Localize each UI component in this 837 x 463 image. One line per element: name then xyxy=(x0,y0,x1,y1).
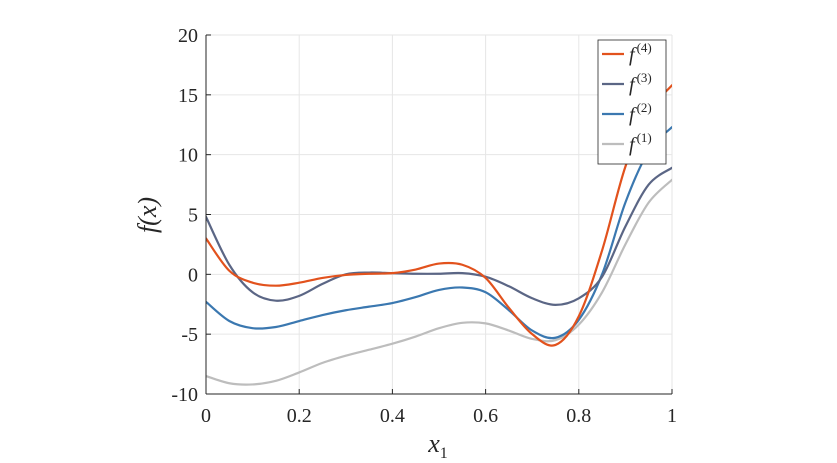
y-tick-label: -5 xyxy=(181,324,198,346)
series-line-1 xyxy=(206,178,672,386)
series-layer xyxy=(206,84,672,386)
x-tick-label: 0.6 xyxy=(473,405,498,427)
x-axis-label: x1 xyxy=(427,429,448,462)
y-tick-label: -10 xyxy=(171,384,198,406)
x-axis-label-base: x xyxy=(427,429,440,458)
grid-lines xyxy=(205,34,673,395)
y-axis-label: f(x) xyxy=(133,197,162,233)
y-tick-label: 5 xyxy=(188,205,198,227)
y-tick-label: 10 xyxy=(178,145,198,167)
axes xyxy=(205,34,673,395)
legend-entry: f (4) xyxy=(629,40,652,66)
legend-entry: f (1) xyxy=(629,130,652,156)
x-tick-label: 0.2 xyxy=(287,405,312,427)
x-tick-label: 1 xyxy=(667,405,677,427)
legend: f (4)f (3)f (2)f (1) xyxy=(597,39,667,165)
y-tick-label: 20 xyxy=(178,25,198,47)
legend-entry-name: f xyxy=(629,44,637,66)
y-tick-label: 0 xyxy=(188,264,198,286)
y-tick-label: 15 xyxy=(178,85,198,107)
legend-entry-superscript: (3) xyxy=(637,70,652,85)
legend-entry-name: f xyxy=(629,134,637,156)
legend-entry-name: f xyxy=(629,74,637,96)
legend-entry-superscript: (2) xyxy=(637,100,652,115)
legend-entry: f (3) xyxy=(629,70,652,96)
legend-entry: f (2) xyxy=(629,100,652,126)
legend-entry-name: f xyxy=(629,104,637,126)
x-tick-label: 0 xyxy=(201,405,211,427)
legend-entry-superscript: (1) xyxy=(637,130,652,145)
tick-labels: 0 0.2 0.4 0.6 0.8 1 -10 -5 0 5 10 15 20 xyxy=(171,25,677,427)
x-tick-label: 0.4 xyxy=(380,405,405,427)
axis-labels: x1 f(x) xyxy=(133,197,448,462)
legend-entry-superscript: (4) xyxy=(637,40,652,55)
x-tick-label: 0.8 xyxy=(566,405,591,427)
x-axis-label-sub: 1 xyxy=(440,445,448,462)
series-line-2 xyxy=(206,126,672,340)
series-line-3 xyxy=(206,166,672,306)
series-line-4 xyxy=(206,84,672,347)
